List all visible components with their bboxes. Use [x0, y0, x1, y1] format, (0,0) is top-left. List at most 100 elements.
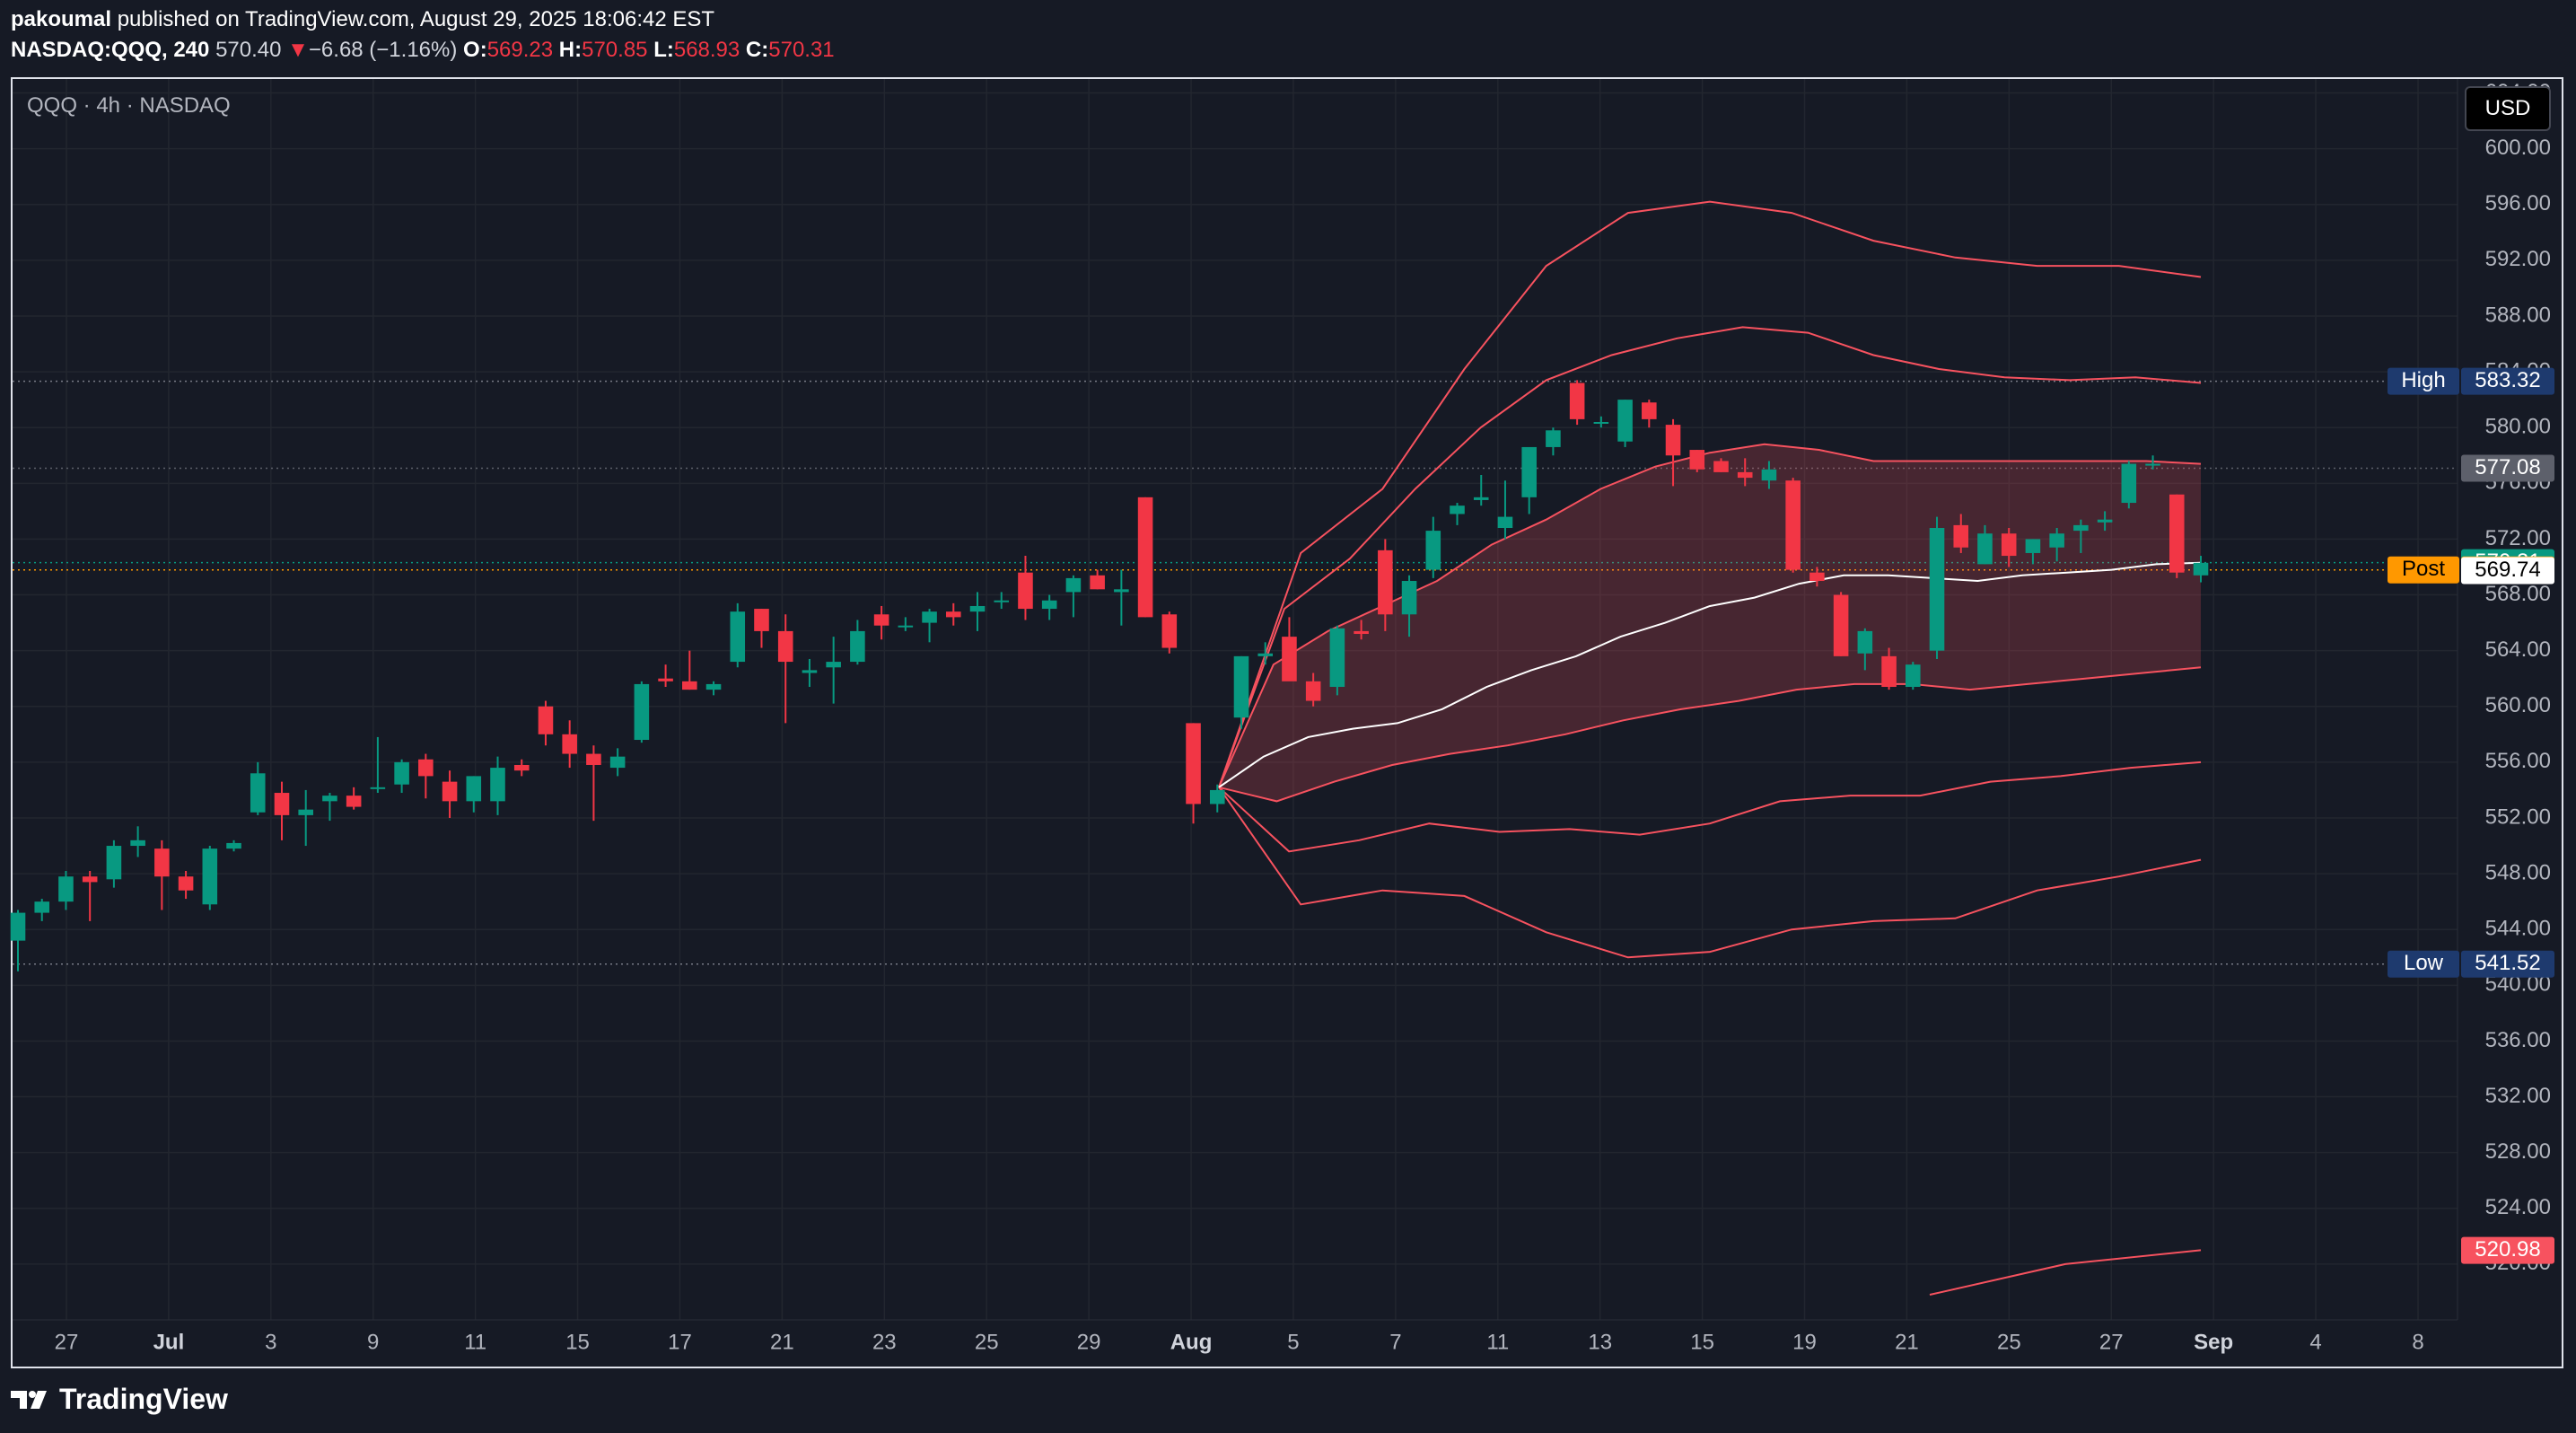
prev-close-tag-text: 577.08	[2475, 455, 2540, 479]
x-tick-label: 5	[1287, 1330, 1299, 1354]
candle-body	[274, 793, 290, 815]
symbol-interval: NASDAQ:QQQ, 240	[11, 38, 210, 62]
x-tick-label: 15	[1690, 1330, 1714, 1354]
candle	[1257, 642, 1273, 665]
candle	[538, 700, 554, 746]
candle	[58, 870, 74, 910]
y-tick-label: 592.00	[2485, 247, 2551, 271]
tradingview-logo[interactable]: TradingView	[11, 1383, 228, 1416]
candle-body	[609, 756, 626, 769]
candle	[394, 759, 409, 794]
candle	[1161, 611, 1178, 654]
last-price: 570.40	[215, 38, 282, 62]
candle-body	[1546, 430, 1561, 447]
candle-body	[969, 605, 986, 612]
grid	[13, 79, 2458, 1320]
candle-body	[106, 846, 122, 880]
candle-body	[1473, 497, 1489, 500]
candle	[658, 664, 673, 688]
candle-body	[946, 611, 961, 618]
candle-body	[466, 776, 482, 802]
candle-body	[2145, 463, 2160, 466]
vwap-vwap-line	[1218, 561, 2202, 788]
candle	[1473, 474, 1489, 506]
y-tick-label: 524.00	[2485, 1195, 2551, 1219]
candle-body	[802, 670, 818, 673]
candle	[442, 770, 458, 818]
candle	[82, 870, 98, 921]
candle	[1186, 723, 1201, 824]
candle-body	[442, 781, 458, 802]
candle	[1137, 497, 1153, 618]
vwap-lower2-line	[1218, 760, 2202, 853]
candle	[2193, 556, 2209, 583]
candle	[1450, 503, 1465, 525]
x-tick-label: 27	[2099, 1330, 2124, 1354]
candle	[130, 826, 145, 857]
x-tick-label: 3	[265, 1330, 276, 1354]
candle	[1857, 628, 1873, 671]
currency-button[interactable]: USD	[2465, 86, 2551, 131]
publisher-name[interactable]: pakoumal	[11, 7, 112, 31]
candle	[1881, 647, 1897, 690]
candle-body	[1521, 446, 1537, 497]
candle	[922, 609, 937, 643]
low-value: 568.93	[673, 38, 740, 62]
published-text: published on TradingView.com, August 29,…	[117, 7, 715, 31]
y-tick-label: 528.00	[2485, 1139, 2551, 1164]
candle-body	[1233, 655, 1249, 718]
candle	[370, 736, 386, 794]
candle-body	[34, 901, 50, 913]
candle-body	[1833, 594, 1849, 656]
candle	[1761, 461, 1777, 489]
candle-body	[1953, 524, 1969, 548]
candle-body	[1881, 655, 1897, 688]
vwap-band-fill	[1219, 444, 2201, 802]
candle-body	[346, 796, 362, 807]
y-tick-label: 588.00	[2485, 303, 2551, 327]
candle-body	[922, 611, 937, 623]
candle-body	[370, 787, 386, 789]
x-tick-label: 4	[2309, 1330, 2321, 1354]
candle-body	[1761, 469, 1777, 481]
candle	[250, 761, 266, 815]
y-tick-label: 532.00	[2485, 1084, 2551, 1108]
candle-body	[2025, 539, 2041, 553]
y-tick-label: 560.00	[2485, 693, 2551, 717]
x-tick-label: 23	[872, 1330, 897, 1354]
candle-body	[58, 876, 74, 902]
high-price-tag-prefix	[2388, 367, 2459, 395]
candle-body	[826, 662, 841, 668]
price-line-tag-text: 569.74	[2475, 558, 2540, 582]
open-value: 569.23	[486, 38, 554, 62]
candle-body	[1689, 450, 1705, 470]
bottom-band-tag	[2461, 1236, 2554, 1264]
candle	[1833, 592, 1849, 656]
candle-body	[82, 876, 98, 883]
candle	[1809, 567, 1825, 587]
x-tick-label: 13	[1588, 1330, 1612, 1354]
candle	[1713, 458, 1729, 472]
candle	[2145, 455, 2160, 470]
chart-legend-symbol[interactable]: QQQ · 4h · NASDAQ	[27, 93, 231, 118]
y-tick-label: 556.00	[2485, 749, 2551, 773]
candle	[513, 759, 530, 777]
candle	[1593, 416, 1609, 428]
candle-body	[777, 630, 793, 663]
candle	[1282, 617, 1297, 681]
candle-body	[682, 681, 697, 690]
candle	[826, 637, 841, 704]
candle	[1737, 458, 1753, 487]
candle	[1642, 400, 1657, 428]
candle-body	[586, 753, 601, 765]
x-tick-label: 11	[464, 1330, 486, 1354]
candle-body	[2097, 519, 2113, 523]
candle	[34, 899, 50, 921]
y-tick-label: 536.00	[2485, 1028, 2551, 1052]
candle	[1521, 446, 1537, 514]
post-price-tag-prefix	[2388, 556, 2459, 584]
y-tick-label: 580.00	[2485, 415, 2551, 439]
candle	[754, 609, 769, 648]
candle-body	[1929, 528, 1945, 651]
